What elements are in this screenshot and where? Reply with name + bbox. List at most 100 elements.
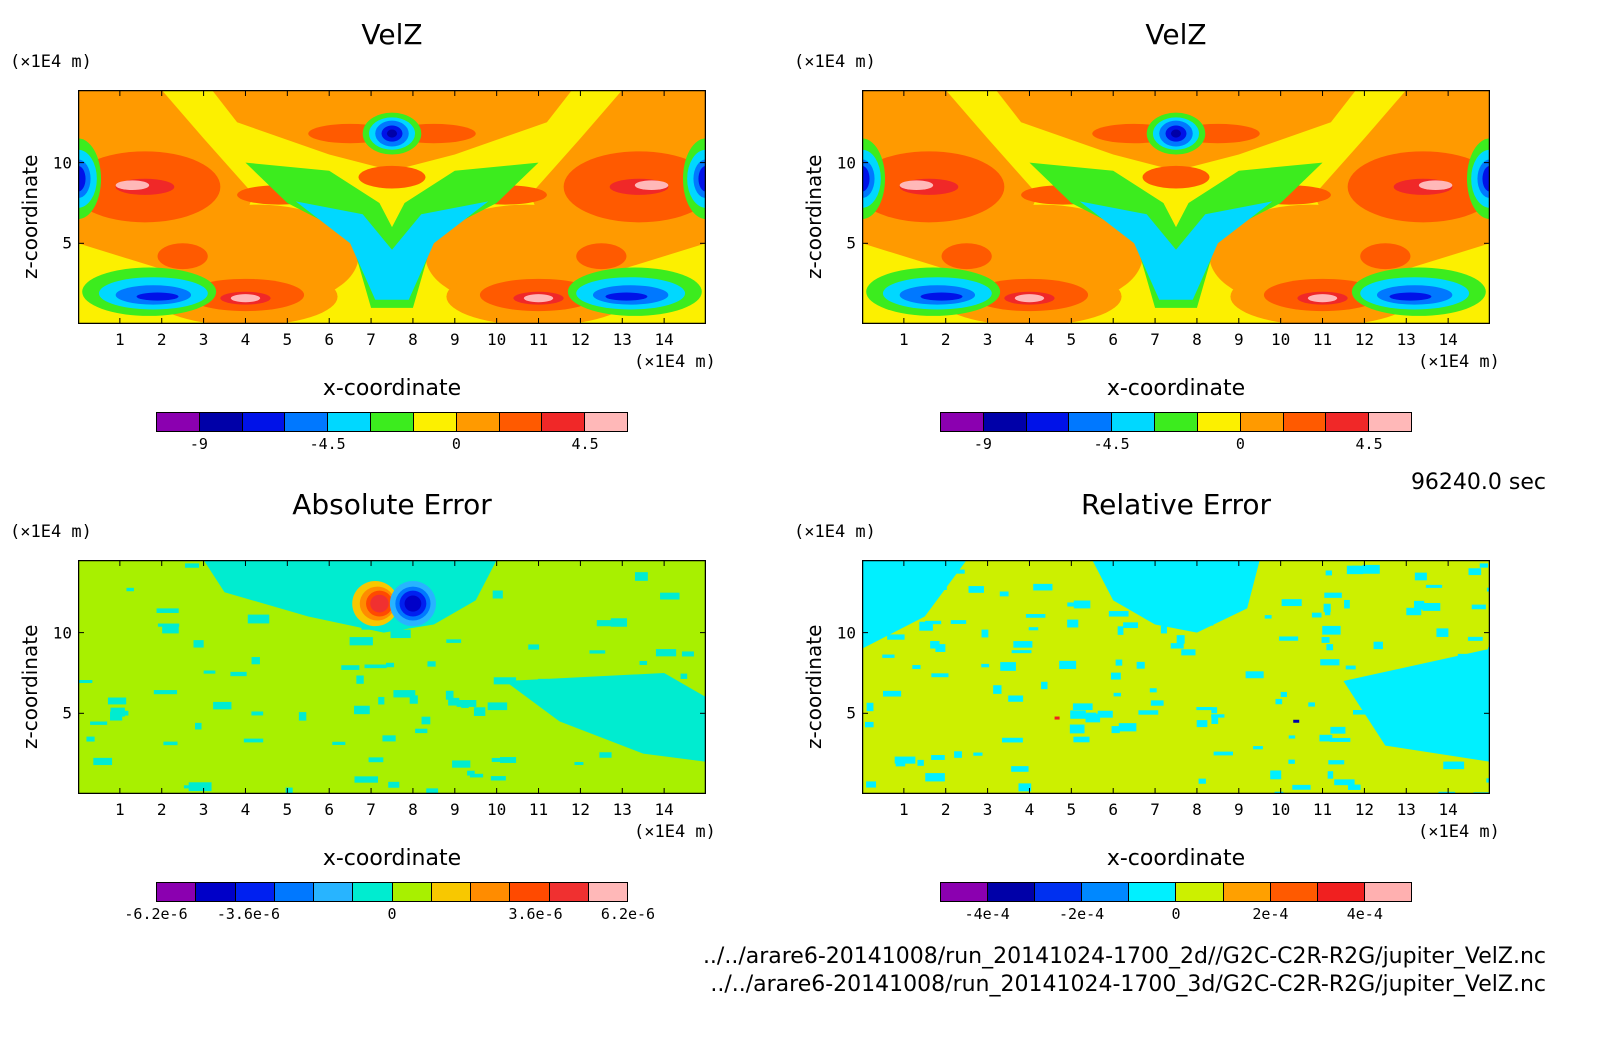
colorbar-swatch	[1317, 883, 1365, 901]
chart-title: VelZ	[361, 18, 423, 51]
speckle	[1486, 587, 1490, 592]
x-tick-label: 14	[1438, 330, 1458, 349]
speckle	[491, 757, 510, 762]
x-tick-label: 8	[408, 330, 418, 349]
colorbar-tick-label: 4e-4	[1346, 905, 1383, 923]
y-unit-label: (×1E4 m)	[794, 52, 876, 72]
speckle	[1362, 564, 1380, 574]
colorbar-swatch	[983, 413, 1027, 431]
speckle	[895, 758, 906, 767]
speckle	[388, 781, 400, 788]
colorbar-swatch	[1035, 883, 1083, 901]
speckle	[421, 716, 431, 725]
speckle	[1482, 658, 1490, 663]
x-tick-label: 2	[940, 330, 951, 349]
speckle	[912, 665, 921, 670]
speckle	[427, 661, 436, 667]
speckle	[887, 634, 905, 640]
speckle	[78, 680, 93, 684]
colorbar-swatch	[285, 413, 329, 431]
speckle	[1321, 636, 1330, 643]
speckle	[490, 776, 506, 781]
speckle	[1414, 728, 1429, 736]
colorbar-swatch	[1197, 413, 1241, 431]
speckle	[1324, 592, 1342, 598]
speckle	[230, 671, 247, 677]
edge-darkblue-right	[1482, 165, 1490, 192]
blob-darkblue-bottom-left	[136, 292, 179, 301]
speckle	[1118, 723, 1137, 732]
x-tick-label: 14	[1438, 800, 1458, 819]
speckle	[945, 569, 965, 574]
speckle	[1334, 779, 1355, 786]
region-cyan-v	[295, 201, 489, 300]
colorbar-swatch	[196, 883, 236, 901]
blob-red-small-left	[941, 243, 992, 270]
colorbar-swatch	[392, 883, 432, 901]
speckle	[1457, 653, 1467, 662]
speckle	[90, 721, 108, 725]
speckle	[185, 563, 200, 568]
x-tick-label: 5	[282, 330, 293, 349]
x-tick-label: 4	[1024, 800, 1035, 819]
heatmap-plot-area	[862, 90, 1490, 324]
colorbar-swatch	[1326, 413, 1370, 431]
speckle	[126, 587, 134, 592]
speckle	[1117, 626, 1124, 635]
file-path-3d: ../../arare6-20141008/run_20141024-1700_…	[710, 972, 1546, 997]
region-cyan-left	[862, 560, 967, 649]
chart-panel-4: Relative Error (×1E4 m) (×1E4 m) x-coordina…	[784, 470, 1568, 940]
x-tick-label: 1	[115, 800, 125, 819]
blob-pink-bottom-right	[523, 294, 554, 303]
speckle	[492, 590, 503, 599]
blob-pink-left	[899, 180, 934, 191]
x-unit-label: (×1E4 m)	[1418, 352, 1500, 372]
colorbar-swatch	[1240, 413, 1284, 431]
speckle	[409, 695, 418, 704]
speckle	[298, 712, 307, 721]
speckle	[183, 785, 192, 789]
plot-frame	[862, 560, 1490, 794]
x-tick-label: 8	[1192, 800, 1202, 819]
x-tick-label: 9	[1233, 800, 1244, 819]
colorbar-tick-label: -4e-4	[964, 905, 1010, 923]
speckle	[1108, 611, 1129, 617]
speckle	[487, 702, 508, 711]
speckle	[364, 664, 387, 669]
y-tick-label: 5	[62, 233, 72, 253]
x-tick-label: 12	[570, 330, 591, 349]
speckle	[1288, 735, 1296, 739]
colorbar-tick-label: 6.2e-6	[600, 905, 656, 923]
x-tick-label: 11	[1312, 800, 1333, 819]
x-tick-label: 6	[1108, 800, 1119, 819]
speckle	[365, 567, 388, 574]
speckle	[1345, 665, 1356, 670]
speckle	[1354, 684, 1365, 692]
speckle	[456, 699, 477, 707]
speckle	[574, 762, 584, 766]
speckle	[1422, 602, 1441, 611]
speckle	[1322, 625, 1341, 635]
x-tick-label: 2	[940, 800, 951, 819]
speckle	[1171, 607, 1180, 616]
speckle	[93, 757, 113, 766]
speckle	[1347, 784, 1361, 790]
speckle	[390, 629, 411, 639]
colorbar-swatch	[328, 413, 372, 431]
speckle	[1011, 766, 1029, 772]
blob-navy-top-center	[1170, 129, 1182, 138]
colorbar-swatch	[1026, 413, 1070, 431]
speckle	[1011, 650, 1032, 654]
plot-frame	[862, 90, 1490, 324]
colorbar-swatch	[1112, 413, 1156, 431]
speckle	[213, 701, 232, 710]
x-tick-label: 4	[240, 330, 251, 349]
x-tick-label: 13	[1396, 800, 1416, 819]
speckle	[925, 620, 942, 625]
speckle	[973, 752, 983, 756]
colorbar-swatch	[542, 413, 586, 431]
x-tick-label: 9	[1233, 330, 1244, 349]
blob-pink-bottom-right	[1307, 294, 1338, 303]
blob-navy-top-center	[386, 129, 398, 138]
speckle	[635, 713, 647, 718]
